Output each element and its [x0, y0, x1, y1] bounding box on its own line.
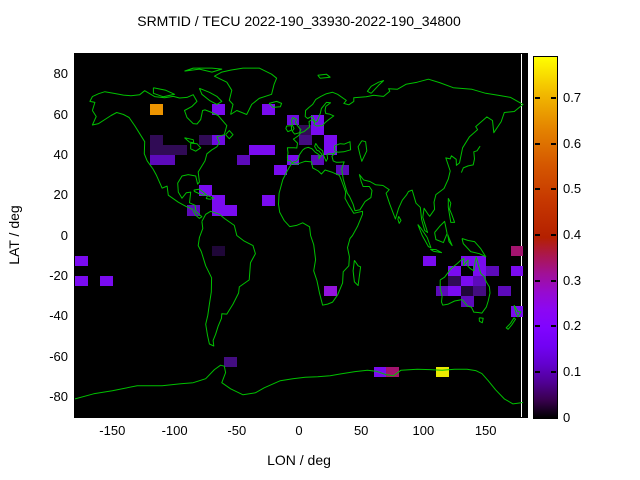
- colorbar-tick-label: 0.3: [563, 273, 581, 289]
- figure: SRMTID / TECU 2022-190_33930-2022-190_34…: [0, 0, 640, 480]
- coastline-layer: [75, 54, 527, 417]
- x-tick-label: -50: [202, 423, 272, 438]
- x-tick-label: 150: [451, 423, 521, 438]
- colorbar-tick-label: 0: [563, 410, 570, 426]
- colorbar-tick-mark: [535, 188, 540, 190]
- colorbar-tick-mark: [551, 97, 556, 99]
- colorbar-tick-mark: [551, 188, 556, 190]
- y-tick-label: 20: [18, 187, 68, 203]
- colorbar-tick-mark: [551, 234, 556, 236]
- y-tick-label: 0: [18, 228, 68, 244]
- coastline-path: [75, 68, 523, 404]
- colorbar-tick-label: 0.7: [563, 90, 581, 106]
- x-tick-label: -150: [77, 423, 147, 438]
- colorbar-tick-label: 0.5: [563, 181, 581, 197]
- colorbar-tick-mark: [535, 280, 540, 282]
- x-tick-label: 0: [264, 423, 334, 438]
- colorbar-tick-mark: [551, 280, 556, 282]
- y-tick-label: 60: [18, 107, 68, 123]
- y-axis-title: LAT / deg: [6, 125, 22, 345]
- x-axis-title: LON / deg: [75, 452, 523, 468]
- colorbar-tick-mark: [551, 325, 556, 327]
- colorbar-tick-mark: [535, 325, 540, 327]
- colorbar-tick-label: 0.6: [563, 136, 581, 152]
- x-tick-label: -100: [140, 423, 210, 438]
- y-tick-label: -40: [18, 308, 68, 324]
- colorbar-tick-label: 0.1: [563, 364, 581, 380]
- colorbar-tick-mark: [551, 371, 556, 373]
- y-tick-label: 80: [18, 66, 68, 82]
- y-tick-label: -20: [18, 268, 68, 284]
- y-tick-label: -80: [18, 389, 68, 405]
- colorbar-tick-label: 0.2: [563, 318, 581, 334]
- colorbar-tick-mark: [551, 143, 556, 145]
- colorbar-tick-mark: [535, 143, 540, 145]
- plot-title: SRMTID / TECU 2022-190_33930-2022-190_34…: [75, 13, 523, 29]
- colorbar-tick-label: 0.4: [563, 227, 581, 243]
- colorbar-tick-mark: [535, 234, 540, 236]
- map-plot: [74, 53, 528, 418]
- x-tick-label: 100: [388, 423, 458, 438]
- colorbar-tick-mark: [535, 371, 540, 373]
- x-tick-label: 50: [326, 423, 396, 438]
- y-tick-label: -60: [18, 349, 68, 365]
- colorbar-tick-mark: [535, 97, 540, 99]
- colorbar: [533, 56, 558, 419]
- y-tick-label: 40: [18, 147, 68, 163]
